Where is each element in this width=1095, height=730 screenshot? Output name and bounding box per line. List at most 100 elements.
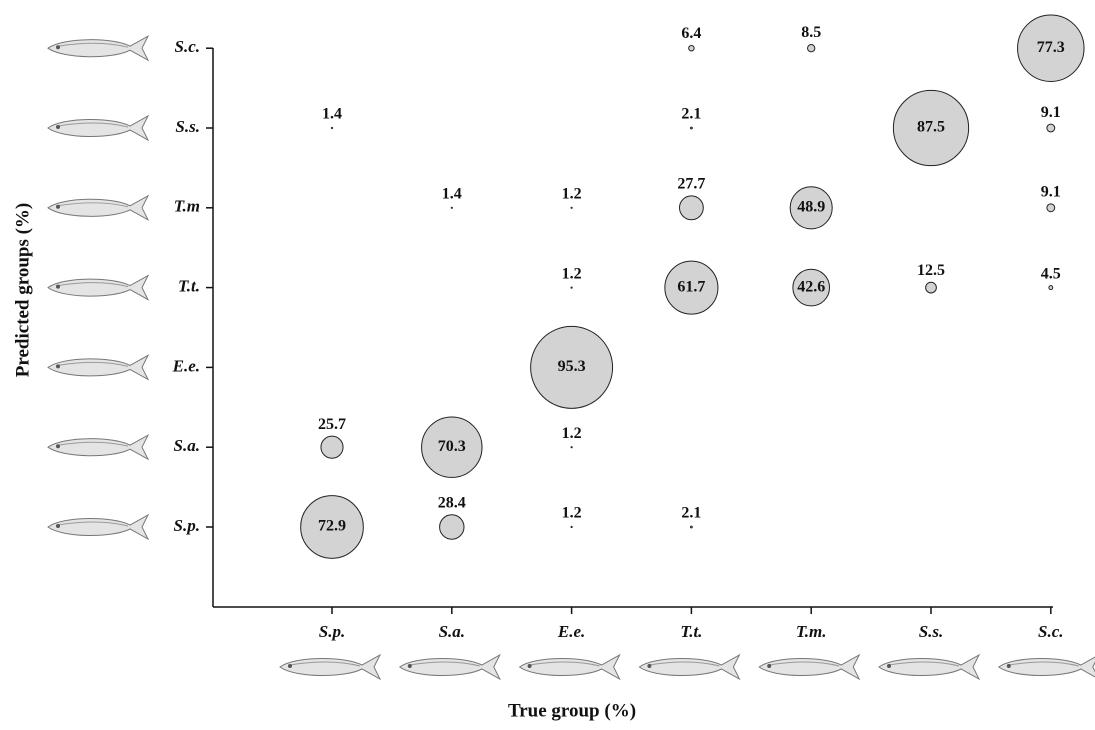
bubble (1049, 286, 1053, 290)
fish-icon (48, 36, 148, 60)
bubble (808, 45, 815, 52)
value-label: 12.5 (917, 262, 945, 279)
fish-eye (56, 285, 60, 289)
fish-icon (48, 276, 148, 300)
value-label: 48.9 (797, 198, 825, 215)
fish-eye (56, 444, 60, 448)
fish-icon (520, 655, 620, 679)
fish-eye (56, 205, 60, 209)
bubble (440, 515, 464, 539)
fish-body (48, 36, 148, 60)
bubble (571, 447, 572, 448)
fish-eye (647, 664, 651, 668)
fish-eye (408, 664, 412, 668)
value-label: 25.7 (318, 416, 346, 433)
value-label: 72.9 (318, 518, 346, 535)
bubble (571, 287, 572, 288)
value-label: 70.3 (438, 438, 466, 455)
value-label: 4.5 (1041, 265, 1061, 282)
fish-body (759, 655, 859, 679)
fish-eye (56, 45, 60, 49)
fish-body (48, 196, 148, 220)
fish-body (48, 435, 148, 459)
fish-eye (887, 664, 891, 668)
fish-eye (56, 125, 60, 129)
fish-eye (56, 364, 60, 368)
bubble (690, 526, 692, 528)
bubble (679, 196, 703, 220)
fish-body (48, 276, 148, 300)
y-tick-label: T.m (174, 197, 200, 216)
x-tick-label: T.t. (680, 622, 702, 641)
value-label: 1.2 (562, 265, 582, 282)
value-label: 1.2 (562, 505, 582, 522)
fish-icon (759, 655, 859, 679)
value-label: 2.1 (681, 106, 701, 123)
fish-body (48, 116, 148, 140)
bubble (321, 436, 343, 458)
bubble (1047, 124, 1055, 132)
x-tick-label: S.c. (1038, 622, 1064, 641)
fish-icon (48, 435, 148, 459)
x-tick-label: E.e. (557, 622, 585, 641)
value-label: 77.3 (1037, 39, 1065, 56)
fish-body (879, 655, 979, 679)
value-label: 1.4 (322, 106, 342, 123)
value-label: 6.4 (681, 25, 701, 42)
x-tick-label: S.p. (319, 622, 345, 641)
fish-eye (1007, 664, 1011, 668)
value-label: 9.1 (1041, 104, 1061, 121)
value-label: 27.7 (677, 176, 705, 193)
fish-icon (999, 655, 1095, 679)
value-label: 8.5 (801, 24, 821, 41)
value-label: 95.3 (558, 358, 586, 375)
y-tick-label: S.p. (174, 516, 200, 535)
y-axis-title: Predicted groups (%) (12, 203, 33, 378)
fish-eye (528, 664, 532, 668)
y-tick-label: S.c. (175, 37, 201, 56)
fish-body (280, 655, 380, 679)
x-tick-label: S.s. (919, 622, 944, 641)
bubble (571, 526, 572, 527)
page: {"chart_data": { "type": "bubble", "x_la… (0, 0, 1095, 725)
fish-eye (767, 664, 771, 668)
bubble (689, 45, 695, 51)
fish-body (400, 655, 500, 679)
x-tick-label: T.m. (796, 622, 827, 641)
value-label: 61.7 (677, 278, 705, 295)
bubble (331, 127, 332, 128)
x-tick-label: S.a. (439, 622, 465, 641)
bubble (451, 207, 452, 208)
fish-icon (48, 116, 148, 140)
value-label: 2.1 (681, 505, 701, 522)
fish-icon (879, 655, 979, 679)
fish-body (48, 355, 148, 379)
value-label: 1.4 (442, 185, 462, 202)
chart: True group (%) Predicted groups (%) S.p.… (0, 0, 1095, 725)
y-tick-label: S.s. (175, 117, 200, 136)
fish-body (639, 655, 739, 679)
value-label: 42.6 (797, 278, 825, 295)
fish-body (520, 655, 620, 679)
y-tick-label: S.a. (174, 436, 200, 455)
fish-eye (56, 524, 60, 528)
value-label: 28.4 (438, 494, 466, 511)
value-label: 1.2 (562, 425, 582, 442)
x-axis-title: True group (%) (508, 700, 636, 721)
fish-icon (48, 515, 148, 539)
bubble (571, 207, 572, 208)
value-label: 9.1 (1041, 184, 1061, 201)
fish-eye (288, 664, 292, 668)
bubble (690, 127, 692, 129)
bubble (926, 282, 937, 293)
y-tick-label: T.t. (178, 277, 200, 296)
fish-icon (48, 196, 148, 220)
fish-icon (639, 655, 739, 679)
fish-icon (280, 655, 380, 679)
fish-body (999, 655, 1095, 679)
fish-body (48, 515, 148, 539)
fish-icon (400, 655, 500, 679)
y-tick-label: E.e. (172, 356, 200, 375)
bubble (1047, 204, 1055, 212)
value-label: 1.2 (562, 185, 582, 202)
